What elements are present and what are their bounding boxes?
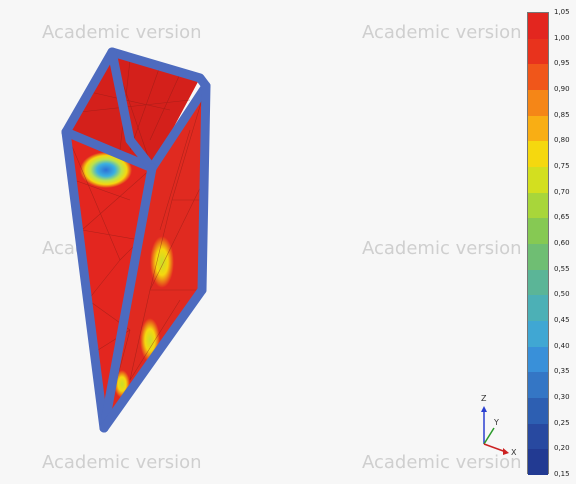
frame-edges bbox=[61, 47, 211, 433]
z-axis-label: Z bbox=[481, 394, 487, 403]
legend-tick-label: 0,15 bbox=[554, 470, 570, 478]
y-axis-line bbox=[483, 427, 495, 445]
legend-swatch bbox=[528, 346, 548, 373]
legend-tick-label: 0,45 bbox=[554, 316, 570, 324]
legend-swatch bbox=[528, 38, 548, 65]
legend-tick-label: 0,35 bbox=[554, 367, 570, 376]
legend-tick-label: 0,65 bbox=[554, 213, 570, 222]
mesh-model[interactable] bbox=[0, 0, 520, 484]
legend-tick-label: 0,70 bbox=[554, 187, 570, 196]
legend-swatch bbox=[528, 115, 548, 142]
legend-swatch bbox=[528, 449, 548, 476]
legend-tick-label: 0,75 bbox=[554, 162, 570, 170]
hotspot-blue bbox=[80, 152, 132, 188]
legend-tick-label: 0,85 bbox=[554, 110, 570, 119]
x-axis-label: X bbox=[511, 448, 517, 457]
y-axis-label: Y bbox=[494, 418, 499, 427]
legend-tick-label: 1,05 bbox=[554, 8, 570, 16]
legend-tick-label: 0,80 bbox=[554, 136, 570, 145]
legend-tick-label: 0,50 bbox=[554, 290, 570, 299]
legend-swatch bbox=[528, 141, 548, 168]
legend-swatch bbox=[528, 167, 548, 194]
legend-tick-label: 0,95 bbox=[554, 59, 570, 68]
legend-swatch bbox=[528, 13, 548, 40]
legend-swatch bbox=[528, 269, 548, 296]
legend-swatch bbox=[528, 218, 548, 245]
left-face bbox=[66, 132, 152, 428]
watermark-top-left: Academic version bbox=[42, 22, 202, 43]
legend-tick-label: 0,60 bbox=[554, 239, 570, 247]
legend-tick-label: 1,00 bbox=[554, 33, 570, 42]
legend-swatch bbox=[528, 192, 548, 219]
watermark-top-right: Academic version bbox=[362, 22, 522, 43]
legend-swatch bbox=[528, 372, 548, 399]
hotspot-yellow-1 bbox=[150, 236, 174, 288]
legend-swatch bbox=[528, 398, 548, 425]
axis-triad: Z Y X bbox=[472, 394, 520, 462]
legend-tick-label: 0,20 bbox=[554, 444, 570, 453]
watermark-mid-right: Academic version bbox=[362, 238, 522, 259]
legend-tick-label: 0,30 bbox=[554, 393, 570, 401]
legend-swatch bbox=[528, 423, 548, 450]
legend-tick-label: 0,90 bbox=[554, 85, 570, 93]
legend-swatch bbox=[528, 244, 548, 271]
legend-swatch bbox=[528, 321, 548, 348]
legend-color-bar bbox=[527, 12, 549, 476]
z-axis-arrow bbox=[481, 406, 487, 412]
legend-swatch bbox=[528, 64, 548, 91]
legend-swatch bbox=[528, 90, 548, 117]
legend-tick-label: 0,40 bbox=[554, 341, 570, 350]
legend-swatch bbox=[528, 295, 548, 322]
watermark-bottom-right: Academic version bbox=[362, 452, 522, 473]
legend-tick-label: 0,55 bbox=[554, 264, 570, 273]
x-axis-arrow bbox=[503, 448, 509, 455]
watermark-bottom-left: Academic version bbox=[42, 452, 202, 473]
legend-tick-label: 0,25 bbox=[554, 418, 570, 427]
x-axis-line bbox=[483, 443, 507, 453]
color-legend: 1,05 1,00 0,95 0,90 0,85 0,80 0,75 0,70 0,65 0,60… bbox=[522, 8, 576, 482]
